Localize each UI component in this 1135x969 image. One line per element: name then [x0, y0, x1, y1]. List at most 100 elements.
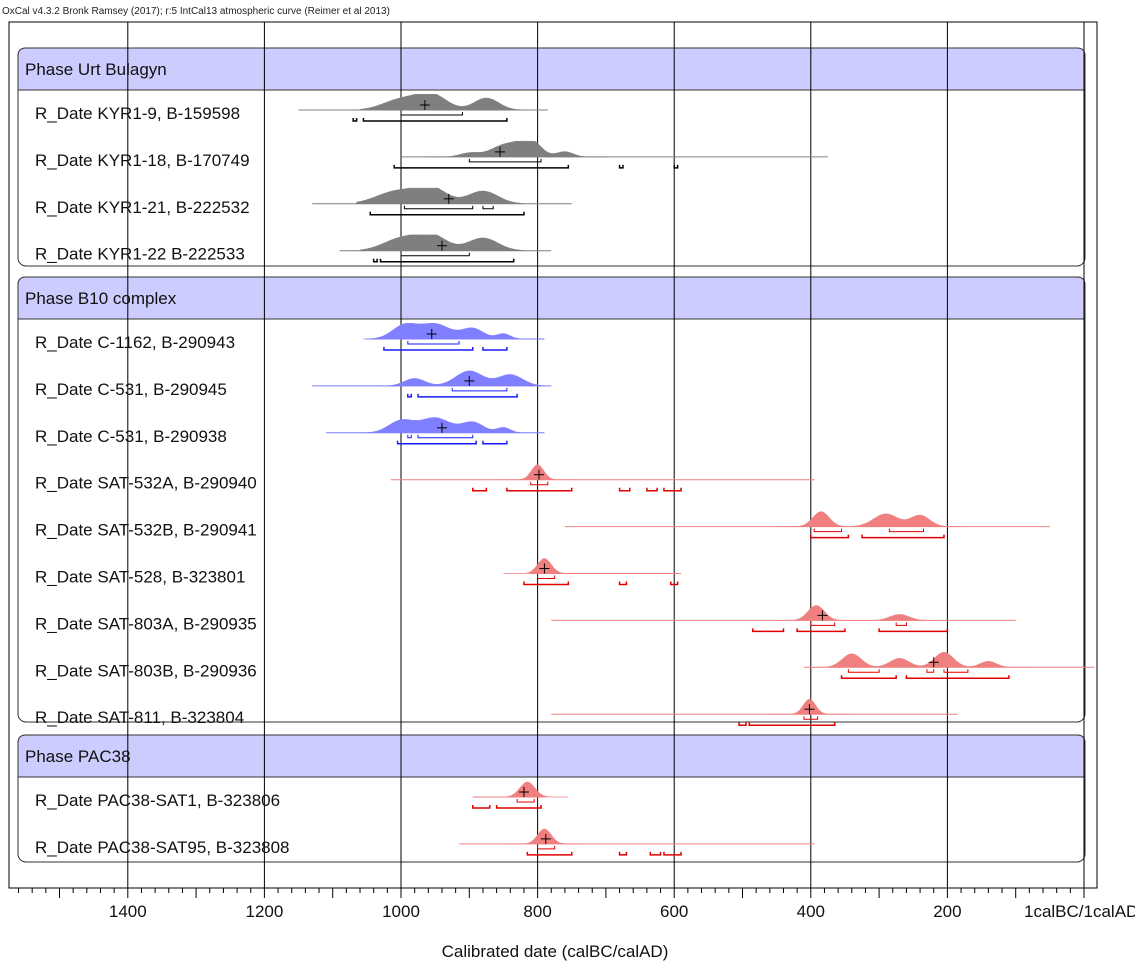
tick-label: 1200: [245, 902, 283, 921]
range-68: [530, 481, 549, 486]
range-68: [888, 528, 924, 533]
posterior-distribution: [363, 323, 545, 340]
tick-label: 600: [660, 902, 688, 921]
range-95: [372, 258, 378, 263]
range-95: [495, 805, 542, 809]
date-label: R_Date SAT-532B, B-290941: [35, 521, 257, 540]
phase-label: Phase Urt Bulagyn: [25, 60, 167, 79]
range-68: [407, 434, 412, 439]
date-label: R_Date SAT-803A, B-290935: [35, 614, 257, 633]
range-68: [847, 669, 880, 673]
tick-label: 800: [523, 902, 551, 921]
posterior-distribution: [356, 187, 525, 205]
range-68: [468, 158, 542, 163]
date-label: R_Date SAT-811, B-323804: [35, 708, 244, 727]
range-95: [471, 805, 491, 809]
range-95: [670, 581, 679, 586]
range-95: [369, 211, 525, 216]
posterior-distribution: [359, 417, 545, 434]
posterior-distribution: [780, 511, 962, 527]
posterior-distribution: [373, 370, 552, 387]
range-68: [537, 575, 556, 579]
range-95: [482, 440, 508, 445]
range-95: [417, 393, 518, 398]
date-label: R_Date C-531, B-290938: [35, 427, 227, 446]
range-95: [751, 628, 785, 633]
range-95: [663, 487, 682, 492]
range-68: [516, 799, 535, 803]
phase-header: [17, 734, 1086, 778]
range-68: [813, 528, 843, 533]
range-95: [393, 164, 570, 169]
posterior-distribution: [496, 464, 579, 480]
gridlines: [127, 22, 1085, 888]
range-95: [748, 722, 836, 726]
posterior-distribution: [428, 140, 606, 158]
posterior-distribution: [775, 605, 941, 621]
distributions: [298, 94, 1095, 856]
range-95: [383, 347, 474, 351]
range-95: [362, 118, 508, 122]
range-95: [379, 258, 515, 263]
date-label: R_Date KYR1-22 B-222533: [35, 245, 245, 264]
phase-label: Phase PAC38: [25, 747, 131, 766]
range-68: [895, 622, 907, 626]
range-95: [471, 487, 488, 492]
range-95: [618, 851, 628, 856]
phase-label: Phase B10 complex: [25, 289, 177, 308]
posterior-distribution: [810, 652, 1030, 668]
range-68: [417, 434, 474, 439]
range-68: [403, 205, 474, 210]
range-95: [878, 628, 949, 633]
range-95: [905, 675, 1010, 680]
date-labels: R_Date KYR1-9, B-159598 R_Date KYR1-18, B…: [35, 104, 290, 857]
range-68: [451, 387, 508, 392]
range-68: [400, 252, 470, 257]
range-95: [663, 851, 682, 856]
range-95: [506, 487, 573, 492]
phase-header: [17, 276, 1086, 320]
range-68: [943, 669, 969, 673]
posterior-distribution: [359, 94, 528, 111]
range-68: [537, 845, 556, 850]
date-label: R_Date PAC38-SAT95, B-323808: [35, 838, 290, 857]
oxcal-header: OxCal v4.3.2 Bronk Ramsey (2017); r:5 In…: [2, 6, 390, 17]
range-68: [400, 112, 463, 116]
range-95: [407, 393, 412, 398]
date-label: R_Date SAT-532A, B-290940: [35, 474, 257, 493]
range-95: [810, 534, 850, 539]
range-95: [618, 164, 624, 169]
x-axis: 1400 1200 1000 800 600 400 200 1calBC/1calAD: [18, 888, 1135, 921]
date-label: R_Date PAC38-SAT1, B-323806: [35, 791, 280, 810]
tick-label: 1000: [382, 902, 420, 921]
range-95: [646, 487, 658, 492]
phase-header: [17, 47, 1086, 91]
date-label: R_Date SAT-803B, B-290936: [35, 661, 257, 680]
range-68: [926, 669, 935, 673]
range-95: [673, 164, 679, 169]
date-label: R_Date SAT-528, B-323801: [35, 568, 245, 587]
posterior-distribution: [486, 781, 569, 798]
tick-label: 200: [933, 902, 961, 921]
range-95: [526, 851, 573, 856]
tick-label: 1400: [109, 902, 147, 921]
range-95: [861, 534, 945, 539]
tick-label: 1calBC/1calAD: [1024, 902, 1135, 921]
tick-label: 400: [797, 902, 825, 921]
date-label: R_Date KYR1-18, B-170749: [35, 151, 250, 170]
range-95: [738, 722, 747, 726]
range-68: [407, 341, 460, 345]
range-95: [396, 440, 477, 445]
range-95: [618, 487, 631, 492]
x-axis-title: Calibrated date (calBC/calAD): [442, 942, 669, 961]
plot-frame: [8, 21, 1098, 889]
date-label: R_Date KYR1-21, B-222532: [35, 198, 250, 217]
range-95: [352, 118, 358, 122]
posterior-distribution: [503, 828, 586, 845]
range-95: [523, 581, 570, 586]
date-label: R_Date C-1162, B-290943: [35, 333, 235, 352]
range-68: [810, 622, 836, 626]
date-label: R_Date KYR1-9, B-159598: [35, 104, 240, 123]
range-95: [840, 675, 897, 680]
